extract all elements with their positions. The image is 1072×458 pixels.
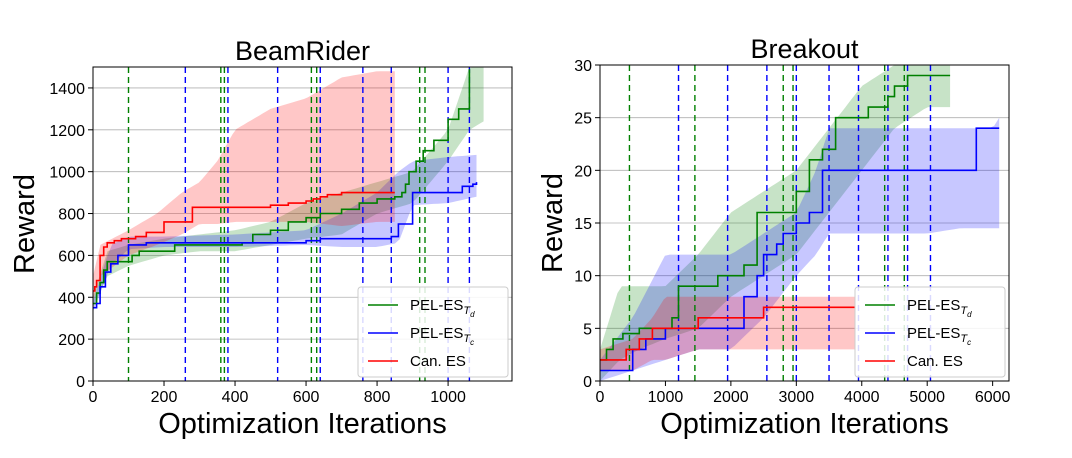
series-line-1: [600, 127, 1000, 372]
series-band-2: [600, 296, 856, 371]
legend-subscript-letter: T: [463, 305, 471, 317]
y-tick-label: 30: [574, 58, 592, 75]
plot-frame: [92, 66, 513, 382]
y-tick-label: 1000: [49, 165, 85, 182]
legend-label-1: PEL-ESTc: [410, 325, 474, 347]
x-tick-label: 1000: [648, 389, 684, 406]
series-line-1: [93, 182, 478, 309]
x-tick-label: 800: [364, 389, 391, 406]
y-axis-label: Reward: [9, 174, 41, 274]
legend-name: Can. ES: [907, 353, 963, 370]
x-tick-label: 1000: [430, 389, 466, 406]
series-line-2: [600, 306, 856, 361]
legend-name: PEL-ES: [410, 297, 463, 314]
legend-subscript-index: c: [967, 338, 971, 347]
legend-label-0: PEL-ESTd: [907, 297, 972, 319]
legend-subscript-index: d: [470, 310, 475, 319]
y-tick-label: 600: [58, 248, 85, 265]
legend-name: Can. ES: [410, 353, 466, 370]
series-band-0: [93, 67, 484, 308]
plot-area: [600, 65, 1000, 381]
beamrider-chart: 0 200 400 600 800 1000 0 200 400 600 800 1000 1200 14…: [9, 36, 513, 440]
x-tick-label: 200: [151, 389, 178, 406]
y-tick-label: 5: [583, 321, 592, 338]
legend-name: PEL-ES: [907, 325, 960, 342]
legend-name: PEL-ES: [410, 325, 463, 342]
y-axis-label: Reward: [537, 173, 569, 273]
series-band-1: [600, 117, 1000, 381]
x-tick-label: 4000: [844, 389, 880, 406]
series-band-2: [93, 71, 395, 302]
x-tick-label: 6000: [975, 389, 1011, 406]
legend-box: [357, 286, 509, 378]
series-band-0: [600, 65, 951, 381]
legend-subscript-letter: T: [463, 333, 471, 345]
y-tick-label: 400: [58, 290, 85, 307]
legend-label-2: Can. ES: [410, 353, 466, 370]
x-tick-label: 5000: [909, 389, 945, 406]
legend-label-0: PEL-ESTd: [410, 297, 475, 319]
x-axis-label: Optimization Iterations: [158, 408, 447, 440]
chart-title: BeamRider: [235, 36, 370, 66]
legend-box: [854, 286, 1006, 378]
legend-subscript-letter: T: [960, 333, 968, 345]
y-tick-label: 200: [58, 332, 85, 349]
x-tick-label: 2000: [713, 389, 749, 406]
breakout-chart: 0 1000 2000 3000 4000 5000 6000 0 5 10 15 20 25 30 Bre…: [537, 34, 1011, 440]
x-tick-label: 0: [89, 389, 98, 406]
series-band-1: [93, 154, 477, 312]
legend-label-2: Can. ES: [907, 353, 963, 370]
y-tick-label: 1200: [49, 123, 85, 140]
y-tick-label: 25: [574, 111, 592, 128]
y-tick-label: 1400: [49, 81, 85, 98]
series-line-2: [93, 191, 395, 292]
x-tick-label: 0: [596, 389, 605, 406]
x-tick-label: 600: [293, 389, 320, 406]
legend-subscript-letter: T: [960, 305, 968, 317]
y-tick-label: 20: [574, 163, 592, 180]
legend-subscript-index: d: [967, 310, 972, 319]
chart-title: Breakout: [750, 34, 859, 64]
y-tick-label: 0: [76, 374, 85, 391]
x-tick-label: 400: [222, 389, 249, 406]
legend-label-1: PEL-ESTc: [907, 325, 971, 347]
y-tick-label: 10: [574, 269, 592, 286]
y-tick-label: 15: [574, 216, 592, 233]
y-tick-label: 800: [58, 207, 85, 224]
y-tick-label: 0: [583, 374, 592, 391]
legend-subscript-index: c: [470, 338, 474, 347]
series-line-0: [93, 69, 471, 305]
legend-name: PEL-ES: [907, 297, 960, 314]
series-line-0: [600, 74, 951, 361]
x-axis-label: Optimization Iterations: [660, 408, 949, 440]
x-tick-label: 3000: [779, 389, 815, 406]
